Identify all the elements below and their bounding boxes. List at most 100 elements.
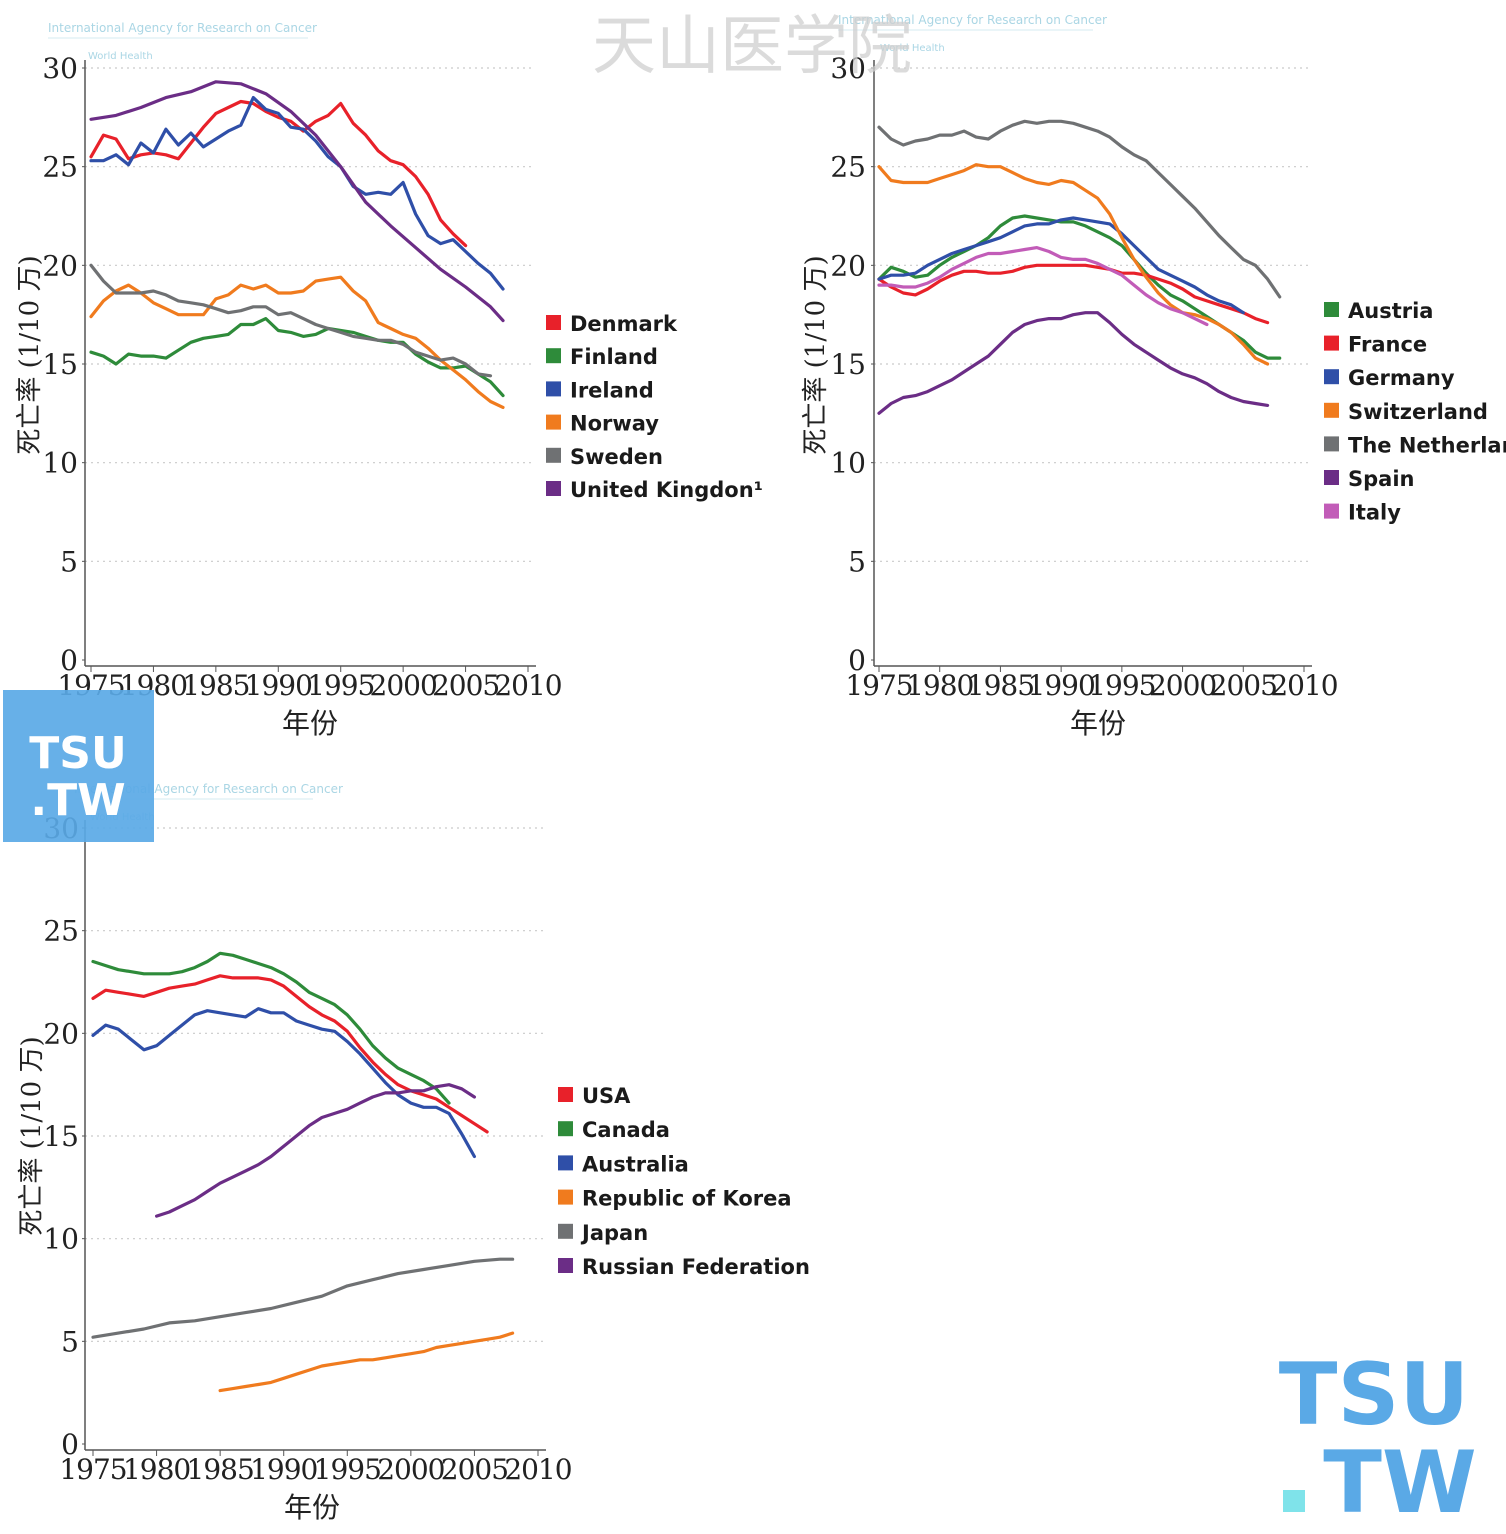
y-tick-label: 15 xyxy=(830,348,866,381)
series-line-finland xyxy=(89,317,505,398)
x-axis-title: 年份 xyxy=(284,1491,340,1524)
legend-swatch xyxy=(1324,436,1339,452)
chart-panel-1: 0510152025301975198019851990199520002005… xyxy=(15,52,763,740)
legend-label: Ireland xyxy=(570,378,654,402)
legend-swatch xyxy=(1324,503,1339,519)
legend-swatch xyxy=(558,1155,573,1171)
series-line-republic-of-korea xyxy=(218,1331,515,1393)
legend-label: Spain xyxy=(1348,467,1414,491)
legend-label: Canada xyxy=(582,1118,670,1142)
y-tick-label: 15 xyxy=(42,348,78,381)
y-tick-label: 25 xyxy=(43,915,79,948)
agency-watermark-2: International Agency for Research on Can… xyxy=(838,13,1107,54)
x-tick-label: 1990 xyxy=(245,669,312,702)
x-tick-label: 1985 xyxy=(182,669,249,702)
x-tick-label: 1990 xyxy=(1028,669,1095,702)
y-tick-label: 30 xyxy=(830,52,866,85)
y-axis-title: 死亡率 (1/10 万) xyxy=(801,255,831,454)
x-tick-label: 1975 xyxy=(845,669,912,702)
series-line-italy xyxy=(877,246,1209,327)
tsu-logo-line2: .TW xyxy=(30,775,125,826)
x-tick-label: 2010 xyxy=(494,669,561,702)
legend: USA Canada Australia Republic of Korea Japan… xyxy=(558,1084,810,1279)
legend-label: United Kingdon¹ xyxy=(570,478,763,502)
legend-swatch xyxy=(1324,470,1339,485)
y-tick-label: 5 xyxy=(848,545,866,578)
y-tick-label: 10 xyxy=(43,1223,79,1256)
legend-swatch xyxy=(546,447,561,463)
series-line-russian-federation xyxy=(155,1083,476,1218)
x-tick-label: 2000 xyxy=(377,1453,444,1486)
series-line-united-kingdon xyxy=(89,80,505,323)
series-line-usa xyxy=(91,974,489,1134)
y-tick-label: 10 xyxy=(830,447,866,480)
y-tick-label: 20 xyxy=(43,1017,79,1050)
y-tick-label: 5 xyxy=(60,545,78,578)
chart-panel-2: 0 5 10 15 20 25 30 1975198019851990199520002005… xyxy=(801,52,1506,740)
y-tick-label: 0 xyxy=(60,644,78,677)
series-line-ireland xyxy=(89,96,505,291)
agency-watermark-1: International Agency for Research on Can… xyxy=(48,21,317,62)
tsu-corner-line2: TW xyxy=(1323,1433,1477,1533)
agency-text-2: International Agency for Research on Can… xyxy=(838,13,1107,27)
legend-label: Republic of Korea xyxy=(582,1187,792,1211)
tsu-logo-line1: TSU xyxy=(29,728,126,779)
x-tick-label: 1975 xyxy=(59,1453,126,1486)
tsu-logo-corner: TSU TW xyxy=(1279,1345,1477,1533)
legend-label: Switzerland xyxy=(1348,400,1488,424)
legend-label: Denmark xyxy=(570,312,678,336)
y-tick-label: 20 xyxy=(830,249,866,282)
y-tick-label: 10 xyxy=(42,447,78,480)
legend-label: Australia xyxy=(582,1152,689,1176)
tsu-logo-box: TSU .TW xyxy=(3,690,154,842)
legend-label: Germany xyxy=(1348,366,1455,390)
who-text-2: World Health xyxy=(880,43,945,54)
series-line-the-netherlands xyxy=(877,119,1282,299)
legend-label: France xyxy=(1348,333,1427,357)
legend-swatch xyxy=(1324,335,1339,351)
x-axis-title: 年份 xyxy=(282,707,338,740)
series-line-canada xyxy=(91,951,451,1105)
y-tick-label: 20 xyxy=(42,249,78,282)
legend-label: USA xyxy=(582,1084,631,1108)
y-axis-title: 死亡率 (1/10 万) xyxy=(17,1036,47,1235)
x-tick-label: 1995 xyxy=(1088,669,1155,702)
legend-swatch xyxy=(546,414,561,430)
x-tick-label: 2000 xyxy=(1149,669,1216,702)
legend-swatch xyxy=(1324,402,1339,418)
y-tick-label: 5 xyxy=(61,1325,79,1358)
x-tick-label: 2005 xyxy=(1210,669,1277,702)
x-tick-label: 1985 xyxy=(187,1453,254,1486)
legend-swatch xyxy=(546,481,561,496)
series-line-france xyxy=(877,263,1270,325)
legend: Denmark Finland Ireland Norway Sweden United … xyxy=(546,312,763,502)
y-tick-label: 15 xyxy=(43,1120,79,1153)
legend-swatch xyxy=(1324,302,1339,317)
x-axis-title: 年份 xyxy=(1070,707,1126,740)
tsu-corner-line1: TSU xyxy=(1279,1345,1469,1445)
legend-swatch xyxy=(546,315,561,330)
legend-swatch xyxy=(558,1189,573,1205)
legend: Austria France Germany Switzerland The Nethe… xyxy=(1324,299,1506,525)
legend-label: The Netherlands xyxy=(1348,433,1506,457)
y-axis-title: 死亡率 (1/10 万) xyxy=(15,255,45,454)
y-tick-label: 25 xyxy=(42,151,78,184)
legend-swatch xyxy=(558,1223,573,1239)
series-line-switzerland xyxy=(877,163,1270,366)
legend-label: Italy xyxy=(1348,501,1401,525)
legend-swatch xyxy=(558,1121,573,1137)
series-line-germany xyxy=(877,216,1245,315)
x-tick-label: 1985 xyxy=(967,669,1034,702)
chart-panel-3: 0510152025301975198019851990199520002005… xyxy=(17,812,810,1524)
series-line-denmark xyxy=(89,99,468,248)
x-tick-label: 2010 xyxy=(504,1453,571,1486)
site-watermark-title: 天山医学院 xyxy=(592,10,912,84)
y-tick-label: 0 xyxy=(61,1428,79,1461)
tsu-corner-dot xyxy=(1283,1490,1305,1512)
legend-swatch xyxy=(558,1087,573,1102)
x-tick-label: 1990 xyxy=(250,1453,317,1486)
series-line-australia xyxy=(91,1007,476,1159)
legend-label: Japan xyxy=(580,1221,648,1245)
legend-label: Russian Federation xyxy=(582,1255,810,1279)
